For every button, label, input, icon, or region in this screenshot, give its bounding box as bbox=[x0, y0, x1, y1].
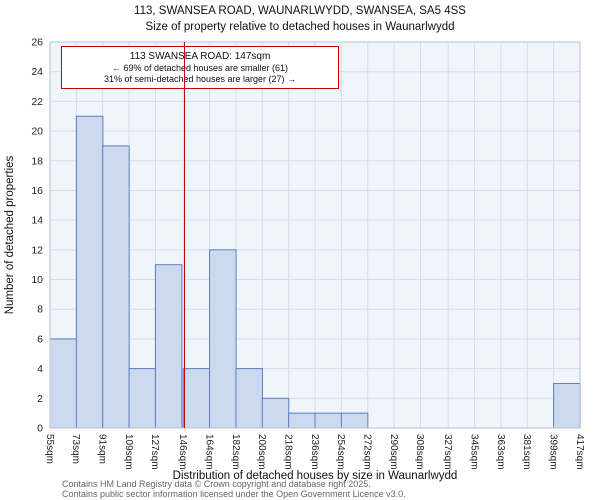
svg-text:4: 4 bbox=[37, 363, 43, 375]
svg-text:272sqm: 272sqm bbox=[362, 434, 373, 470]
svg-text:26: 26 bbox=[31, 37, 43, 49]
annotation-smaller-line: ← 69% of detached houses are smaller (61… bbox=[111, 63, 289, 73]
svg-text:290sqm: 290sqm bbox=[388, 434, 399, 470]
footer: Contains HM Land Registry data © Crown c… bbox=[62, 479, 406, 500]
footer-licence-line: Contains public sector information licen… bbox=[62, 488, 406, 499]
svg-text:Distribution of detached house: Distribution of detached houses by size … bbox=[173, 470, 458, 482]
annotation-box: 113 SWANSEA ROAD: 147sqm ← 69% of detach… bbox=[61, 46, 339, 89]
svg-text:6: 6 bbox=[37, 333, 43, 345]
svg-text:327sqm: 327sqm bbox=[442, 434, 453, 470]
svg-text:24: 24 bbox=[31, 66, 43, 78]
svg-text:55sqm: 55sqm bbox=[44, 434, 55, 464]
svg-text:308sqm: 308sqm bbox=[414, 434, 425, 470]
svg-text:182sqm: 182sqm bbox=[230, 434, 241, 470]
svg-text:0: 0 bbox=[37, 423, 43, 435]
marker-line bbox=[183, 42, 186, 428]
svg-text:14: 14 bbox=[31, 215, 43, 227]
svg-text:164sqm: 164sqm bbox=[203, 434, 214, 470]
svg-text:345sqm: 345sqm bbox=[468, 434, 479, 470]
svg-text:Number of detached properties: Number of detached properties bbox=[4, 155, 16, 314]
chart-subtitle: Size of property relative to detached ho… bbox=[145, 21, 455, 33]
svg-text:109sqm: 109sqm bbox=[123, 434, 134, 470]
svg-text:381sqm: 381sqm bbox=[521, 434, 532, 470]
svg-text:417sqm: 417sqm bbox=[574, 434, 585, 470]
annotation-property-line: 113 SWANSEA ROAD: 147sqm bbox=[129, 51, 271, 62]
svg-text:16: 16 bbox=[31, 185, 43, 197]
svg-text:12: 12 bbox=[31, 244, 43, 256]
svg-text:127sqm: 127sqm bbox=[149, 434, 160, 470]
svg-text:200sqm: 200sqm bbox=[256, 434, 267, 470]
svg-text:2: 2 bbox=[37, 393, 43, 405]
chart-title: 113, SWANSEA ROAD, WAUNARLWYDD, SWANSEA,… bbox=[134, 5, 466, 17]
svg-text:399sqm: 399sqm bbox=[547, 434, 558, 470]
svg-text:18: 18 bbox=[31, 155, 43, 167]
svg-text:22: 22 bbox=[31, 96, 43, 108]
svg-text:236sqm: 236sqm bbox=[309, 434, 320, 470]
svg-text:363sqm: 363sqm bbox=[495, 434, 506, 470]
footer-copyright-line: Contains HM Land Registry data © Crown c… bbox=[62, 479, 371, 489]
svg-text:20: 20 bbox=[31, 126, 43, 138]
svg-text:218sqm: 218sqm bbox=[282, 434, 293, 470]
svg-text:73sqm: 73sqm bbox=[70, 434, 81, 464]
annotation-larger-line: 31% of semi-detached houses are larger (… bbox=[103, 74, 297, 84]
svg-text:254sqm: 254sqm bbox=[335, 434, 346, 470]
svg-text:10: 10 bbox=[31, 274, 43, 286]
svg-text:146sqm: 146sqm bbox=[177, 434, 188, 470]
svg-text:91sqm: 91sqm bbox=[97, 434, 108, 464]
svg-text:8: 8 bbox=[37, 304, 43, 316]
